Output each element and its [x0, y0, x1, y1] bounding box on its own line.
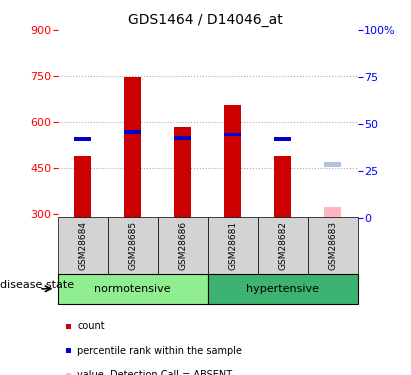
Bar [108, 217, 157, 274]
Text: percentile rank within the sample: percentile rank within the sample [77, 346, 242, 355]
Bar [274, 137, 291, 141]
Text: disease state: disease state [0, 280, 74, 290]
Bar [307, 217, 358, 274]
Text: GSM28683: GSM28683 [328, 221, 337, 270]
Text: hypertensive: hypertensive [246, 284, 319, 294]
Bar [124, 130, 141, 134]
Bar [324, 162, 341, 168]
Text: GDS1464 / D14046_at: GDS1464 / D14046_at [128, 13, 283, 27]
Text: count: count [77, 321, 105, 331]
Text: normotensive: normotensive [94, 284, 171, 294]
Bar [174, 127, 191, 218]
Text: GSM28684: GSM28684 [78, 221, 87, 270]
Bar [258, 217, 307, 274]
Bar [74, 156, 91, 218]
Bar [74, 137, 91, 141]
Bar [208, 217, 258, 274]
Bar [324, 207, 341, 218]
Text: GSM28686: GSM28686 [178, 221, 187, 270]
Bar [274, 156, 291, 218]
Bar [224, 105, 241, 218]
Bar [208, 274, 358, 304]
Bar [58, 274, 208, 304]
Bar [224, 133, 241, 136]
Text: value, Detection Call = ABSENT: value, Detection Call = ABSENT [77, 370, 233, 375]
Bar [58, 217, 108, 274]
Text: GSM28681: GSM28681 [228, 221, 237, 270]
Text: GSM28685: GSM28685 [128, 221, 137, 270]
Bar [174, 136, 191, 140]
Bar [157, 217, 208, 274]
Text: GSM28682: GSM28682 [278, 221, 287, 270]
Bar [124, 77, 141, 218]
